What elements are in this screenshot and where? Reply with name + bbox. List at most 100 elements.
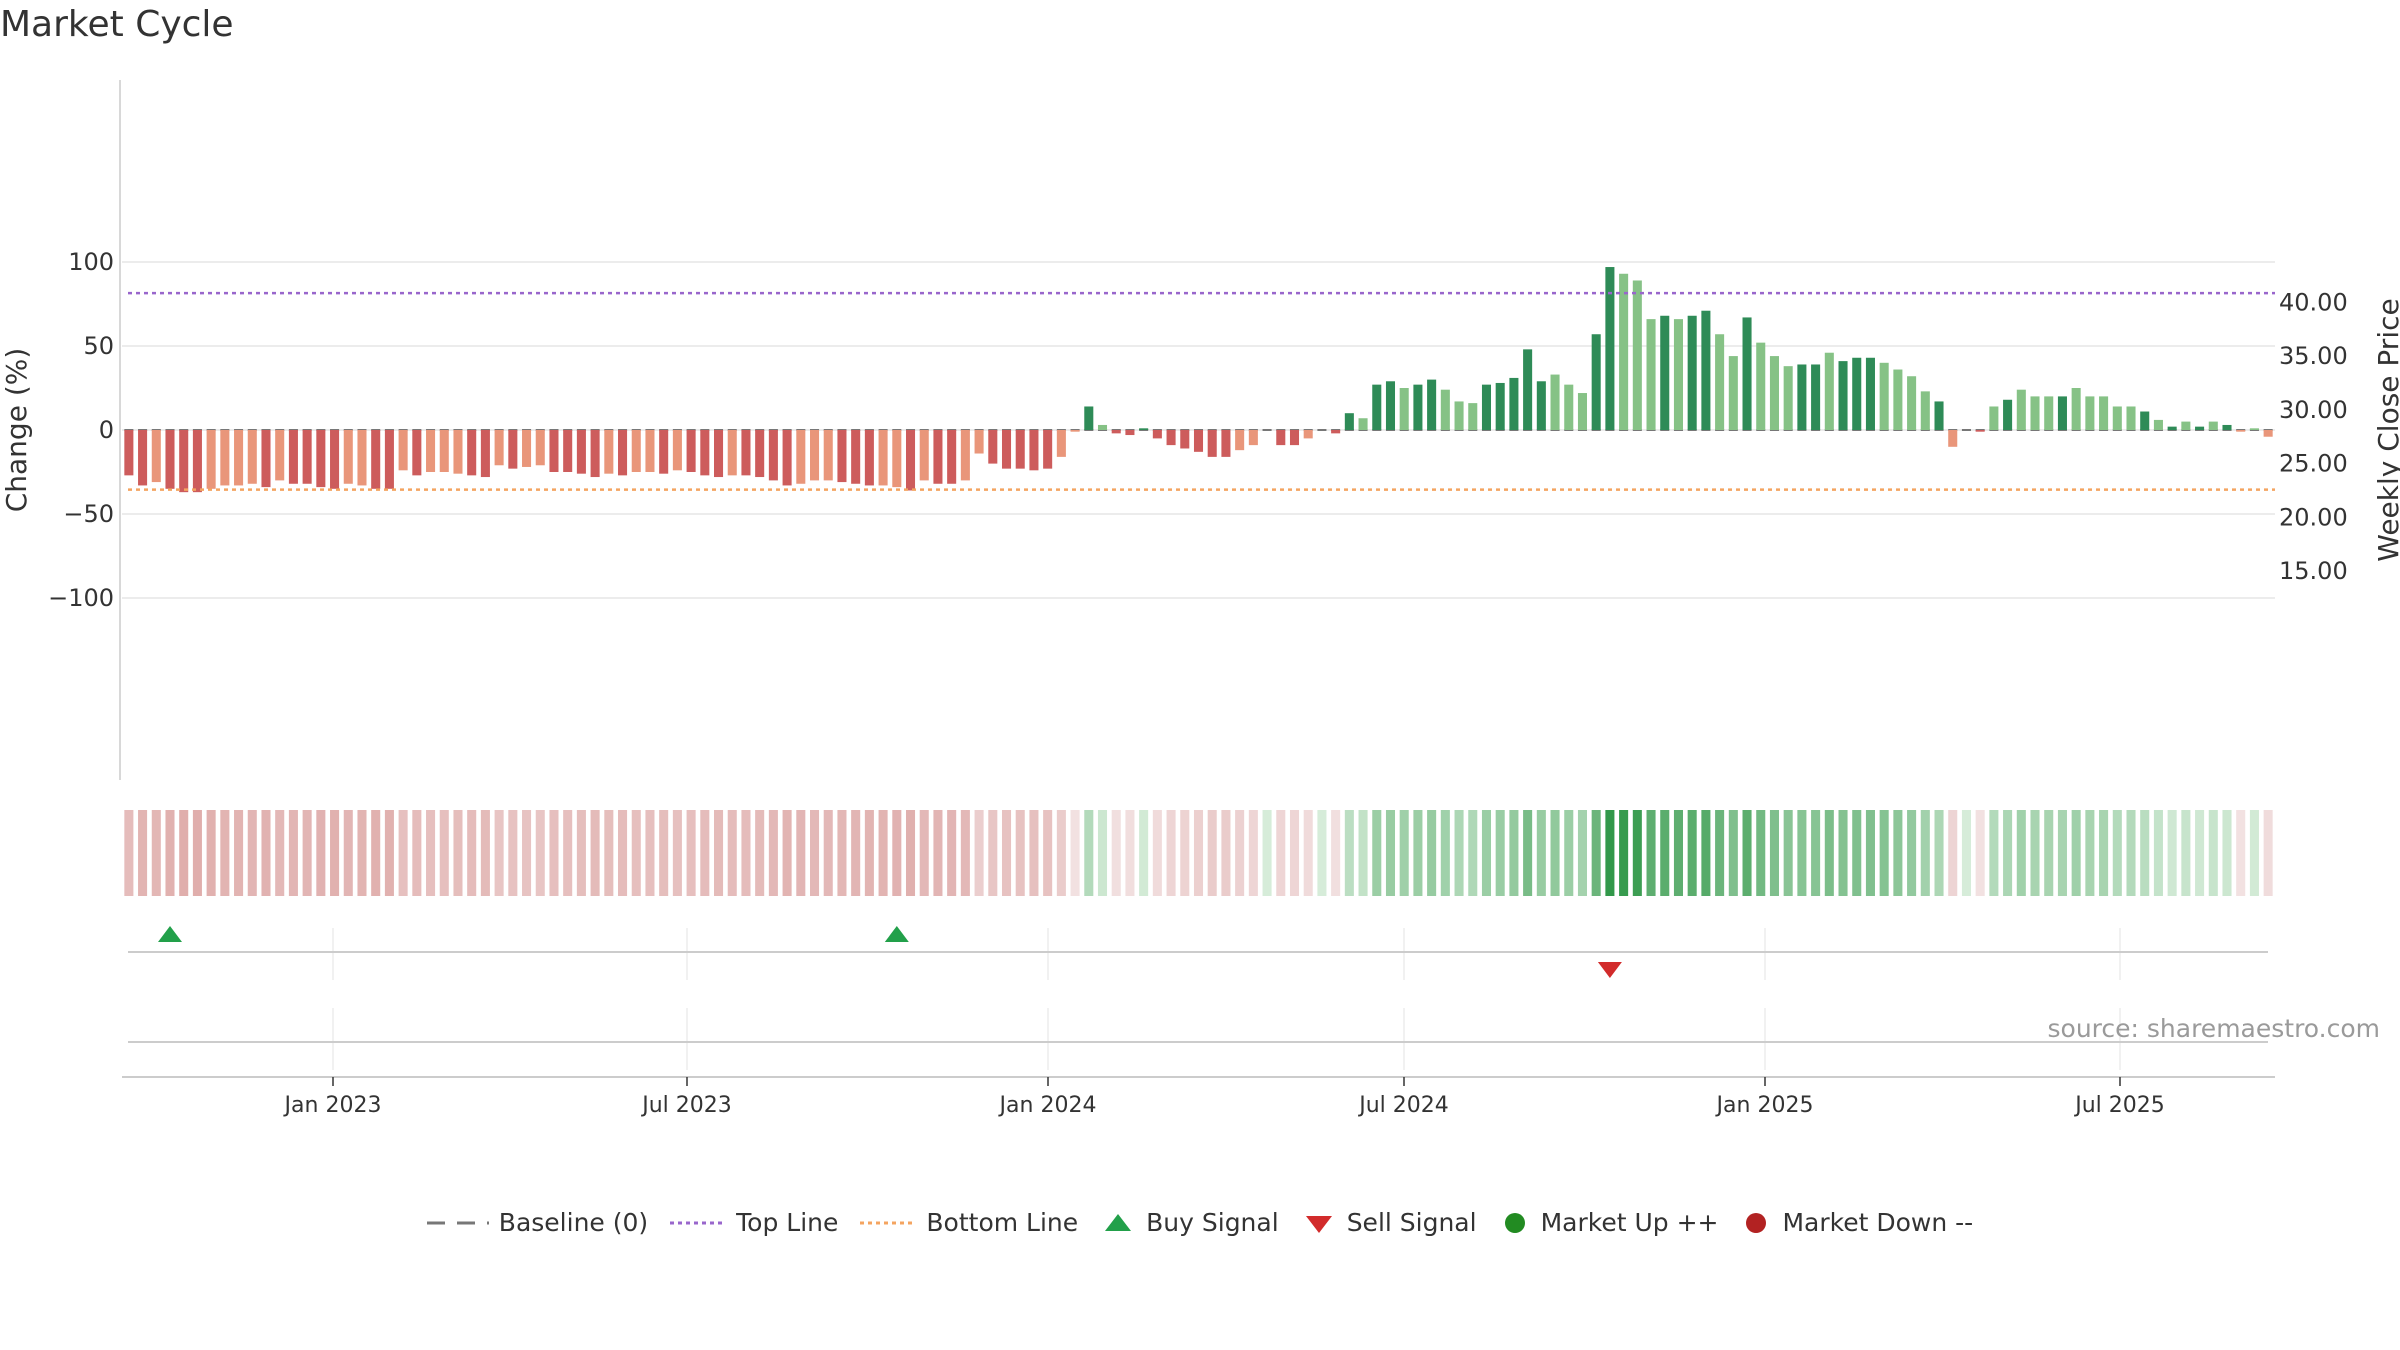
heatmap-cell — [1797, 810, 1807, 896]
bar — [1001, 430, 1012, 469]
heatmap-cell — [2126, 810, 2136, 896]
heatmap-cell — [1084, 810, 1094, 896]
heatmap-cell — [2030, 810, 2040, 896]
bar — [659, 430, 669, 474]
bar — [2099, 396, 2109, 430]
heatmap-cell — [1701, 810, 1711, 896]
heatmap-cell — [1070, 810, 1080, 896]
bar — [892, 430, 902, 488]
bar — [1056, 430, 1066, 457]
heatmap-cell — [302, 810, 312, 896]
legend-label-bottom-line: Bottom Line — [926, 1208, 1079, 1237]
heatmap-cell — [1358, 810, 1368, 896]
bar — [1523, 349, 1533, 430]
bar — [2167, 426, 2177, 430]
bar — [1029, 430, 1039, 471]
heatmap-cell — [2003, 810, 2013, 896]
bar — [288, 430, 298, 484]
legend-item-sell-signal[interactable]: Sell Signal — [1301, 1208, 1477, 1237]
y-tick-label-right: 35.00 — [2279, 342, 2348, 370]
legend-item-bottom-line[interactable]: Bottom Line — [860, 1208, 1078, 1237]
bar — [1811, 364, 1821, 430]
bar — [2236, 430, 2246, 432]
bar — [1769, 356, 1779, 430]
heatmap-cell — [508, 810, 518, 896]
heatmap-cell — [1495, 810, 1505, 896]
bar — [1303, 430, 1313, 439]
bar — [2181, 421, 2191, 430]
heatmap-cell — [659, 810, 669, 896]
bar — [1331, 430, 1341, 434]
heatmap-cell — [1221, 810, 1231, 896]
bar — [453, 430, 463, 474]
bar — [933, 430, 943, 484]
heatmap-cell — [1111, 810, 1121, 896]
heatmap-cell — [837, 810, 847, 896]
heatmap-cell — [1043, 810, 1053, 896]
bar — [1673, 319, 1683, 430]
bar — [2263, 430, 2273, 437]
x-tick-label: Jan 2023 — [283, 1093, 382, 1118]
source-label: source: sharemaestro.com — [2047, 1014, 2381, 1043]
heatmap-cell — [618, 810, 628, 896]
bar — [1221, 430, 1231, 457]
heatmap-cell — [1989, 810, 1999, 896]
bar — [1152, 430, 1162, 439]
bar — [1070, 430, 1080, 432]
bar — [590, 430, 600, 478]
heatmap-cell — [2085, 810, 2095, 896]
bar — [1276, 430, 1286, 446]
bar — [124, 430, 134, 476]
bar — [1920, 391, 1930, 430]
legend-item-market-down[interactable]: Market Down -- — [1740, 1208, 1973, 1237]
bar — [206, 430, 216, 489]
legend-item-top-line[interactable]: Top Line — [670, 1208, 838, 1237]
chart-title: Market Cycle — [0, 4, 234, 45]
heatmap-cell — [2057, 810, 2067, 896]
bar — [1989, 406, 1999, 430]
heatmap-cell — [1632, 810, 1642, 896]
heatmap-cell — [1536, 810, 1546, 896]
heatmap-cell — [1660, 810, 1670, 896]
bar — [727, 430, 737, 476]
heatmap-cell — [330, 810, 340, 896]
bar — [755, 430, 765, 478]
heatmap-cell — [2016, 810, 2026, 896]
heatmap-cell — [631, 810, 641, 896]
heatmap-cell — [1276, 810, 1286, 896]
heatmap-cell — [864, 810, 874, 896]
heatmap-cell — [2263, 810, 2273, 896]
x-tick-label: Jul 2025 — [2073, 1093, 2165, 1118]
bar — [2195, 426, 2205, 430]
bar — [837, 430, 847, 483]
legend-item-buy-signal[interactable]: Buy Signal — [1100, 1208, 1279, 1237]
bar — [1139, 428, 1149, 430]
heatmap-cell — [672, 810, 682, 896]
y-tick-label-right: 15.00 — [2279, 557, 2348, 585]
heatmap-cell — [988, 810, 998, 896]
bar — [576, 430, 586, 474]
buy-signal-marker — [157, 926, 182, 942]
heatmap-cell — [563, 810, 573, 896]
bar — [426, 430, 436, 472]
bar — [563, 430, 573, 472]
bar — [1084, 406, 1094, 430]
bar — [1865, 357, 1875, 430]
heatmap-cell — [947, 810, 957, 896]
bar — [1838, 361, 1848, 430]
bar — [357, 430, 367, 486]
bar — [1907, 376, 1917, 430]
bar — [1399, 388, 1409, 430]
bar — [330, 430, 340, 489]
heatmap-cell — [1235, 810, 1245, 896]
bar — [275, 430, 285, 481]
bar — [384, 430, 394, 489]
heatmap-cell — [1948, 810, 1958, 896]
bar — [1756, 342, 1766, 430]
heatmap-cell — [714, 810, 724, 896]
bar — [1385, 381, 1396, 430]
heatmap-cell — [782, 810, 792, 896]
legend-item-baseline[interactable]: Baseline (0) — [426, 1208, 648, 1237]
legend-item-market-up[interactable]: Market Up ++ — [1499, 1208, 1718, 1237]
bar — [1605, 267, 1615, 430]
